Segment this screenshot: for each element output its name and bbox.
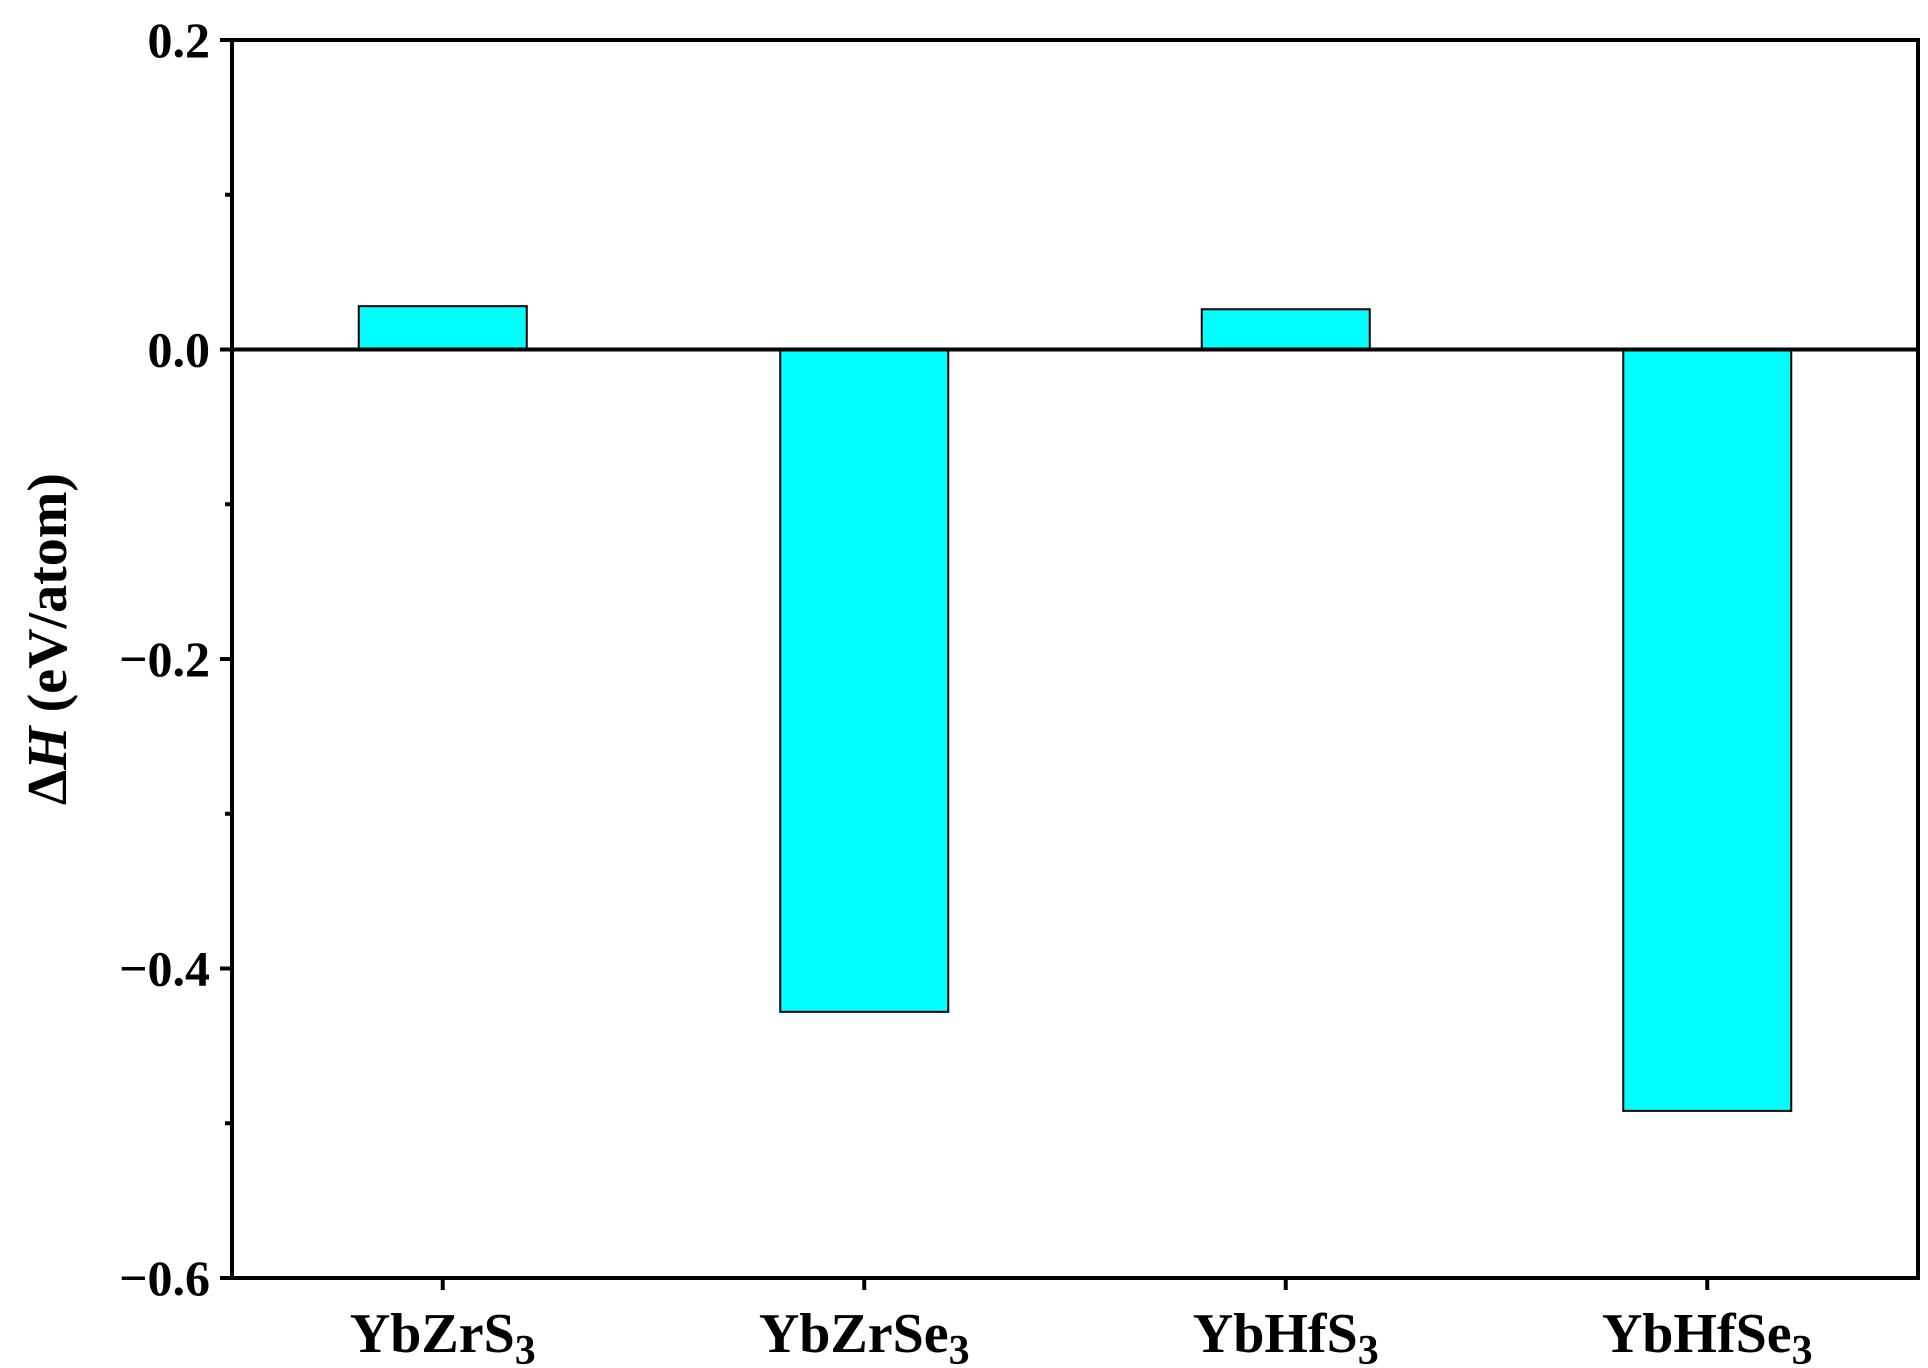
x-category-label: YbHfSe3 xyxy=(1602,1303,1813,1368)
bar-ybzrs3 xyxy=(357,305,528,351)
y-tick-label: −0.4 xyxy=(119,941,210,997)
y-axis-label-symbol: H xyxy=(17,725,79,771)
x-category-label: YbZrS3 xyxy=(350,1303,536,1368)
bars-group xyxy=(357,305,1793,1112)
y-axis-label-delta: Δ xyxy=(17,770,79,805)
x-category-label: YbHfS3 xyxy=(1193,1303,1379,1368)
y-tick-label: −0.6 xyxy=(119,1250,210,1306)
y-tick-label: −0.2 xyxy=(119,631,210,687)
y-tick-label: 0.2 xyxy=(148,12,211,68)
y-axis-label-unit: (eV/atom) xyxy=(17,473,79,726)
y-tick-label: 0.0 xyxy=(148,322,211,378)
axis-ticks xyxy=(220,38,1710,1290)
bar-ybhfse3 xyxy=(1622,348,1793,1112)
y-tick-labels: 0.2 0.0 −0.2 −0.4 −0.6 xyxy=(119,12,210,1306)
y-axis-label: ΔH (eV/atom) xyxy=(17,473,79,805)
x-category-labels: YbZrS3 YbZrSe3 YbHfS3 YbHfSe3 xyxy=(350,1303,1813,1368)
bar-ybhfs3 xyxy=(1200,308,1371,351)
x-category-label: YbZrSe3 xyxy=(759,1303,970,1368)
bar-ybzrse3 xyxy=(779,348,950,1013)
